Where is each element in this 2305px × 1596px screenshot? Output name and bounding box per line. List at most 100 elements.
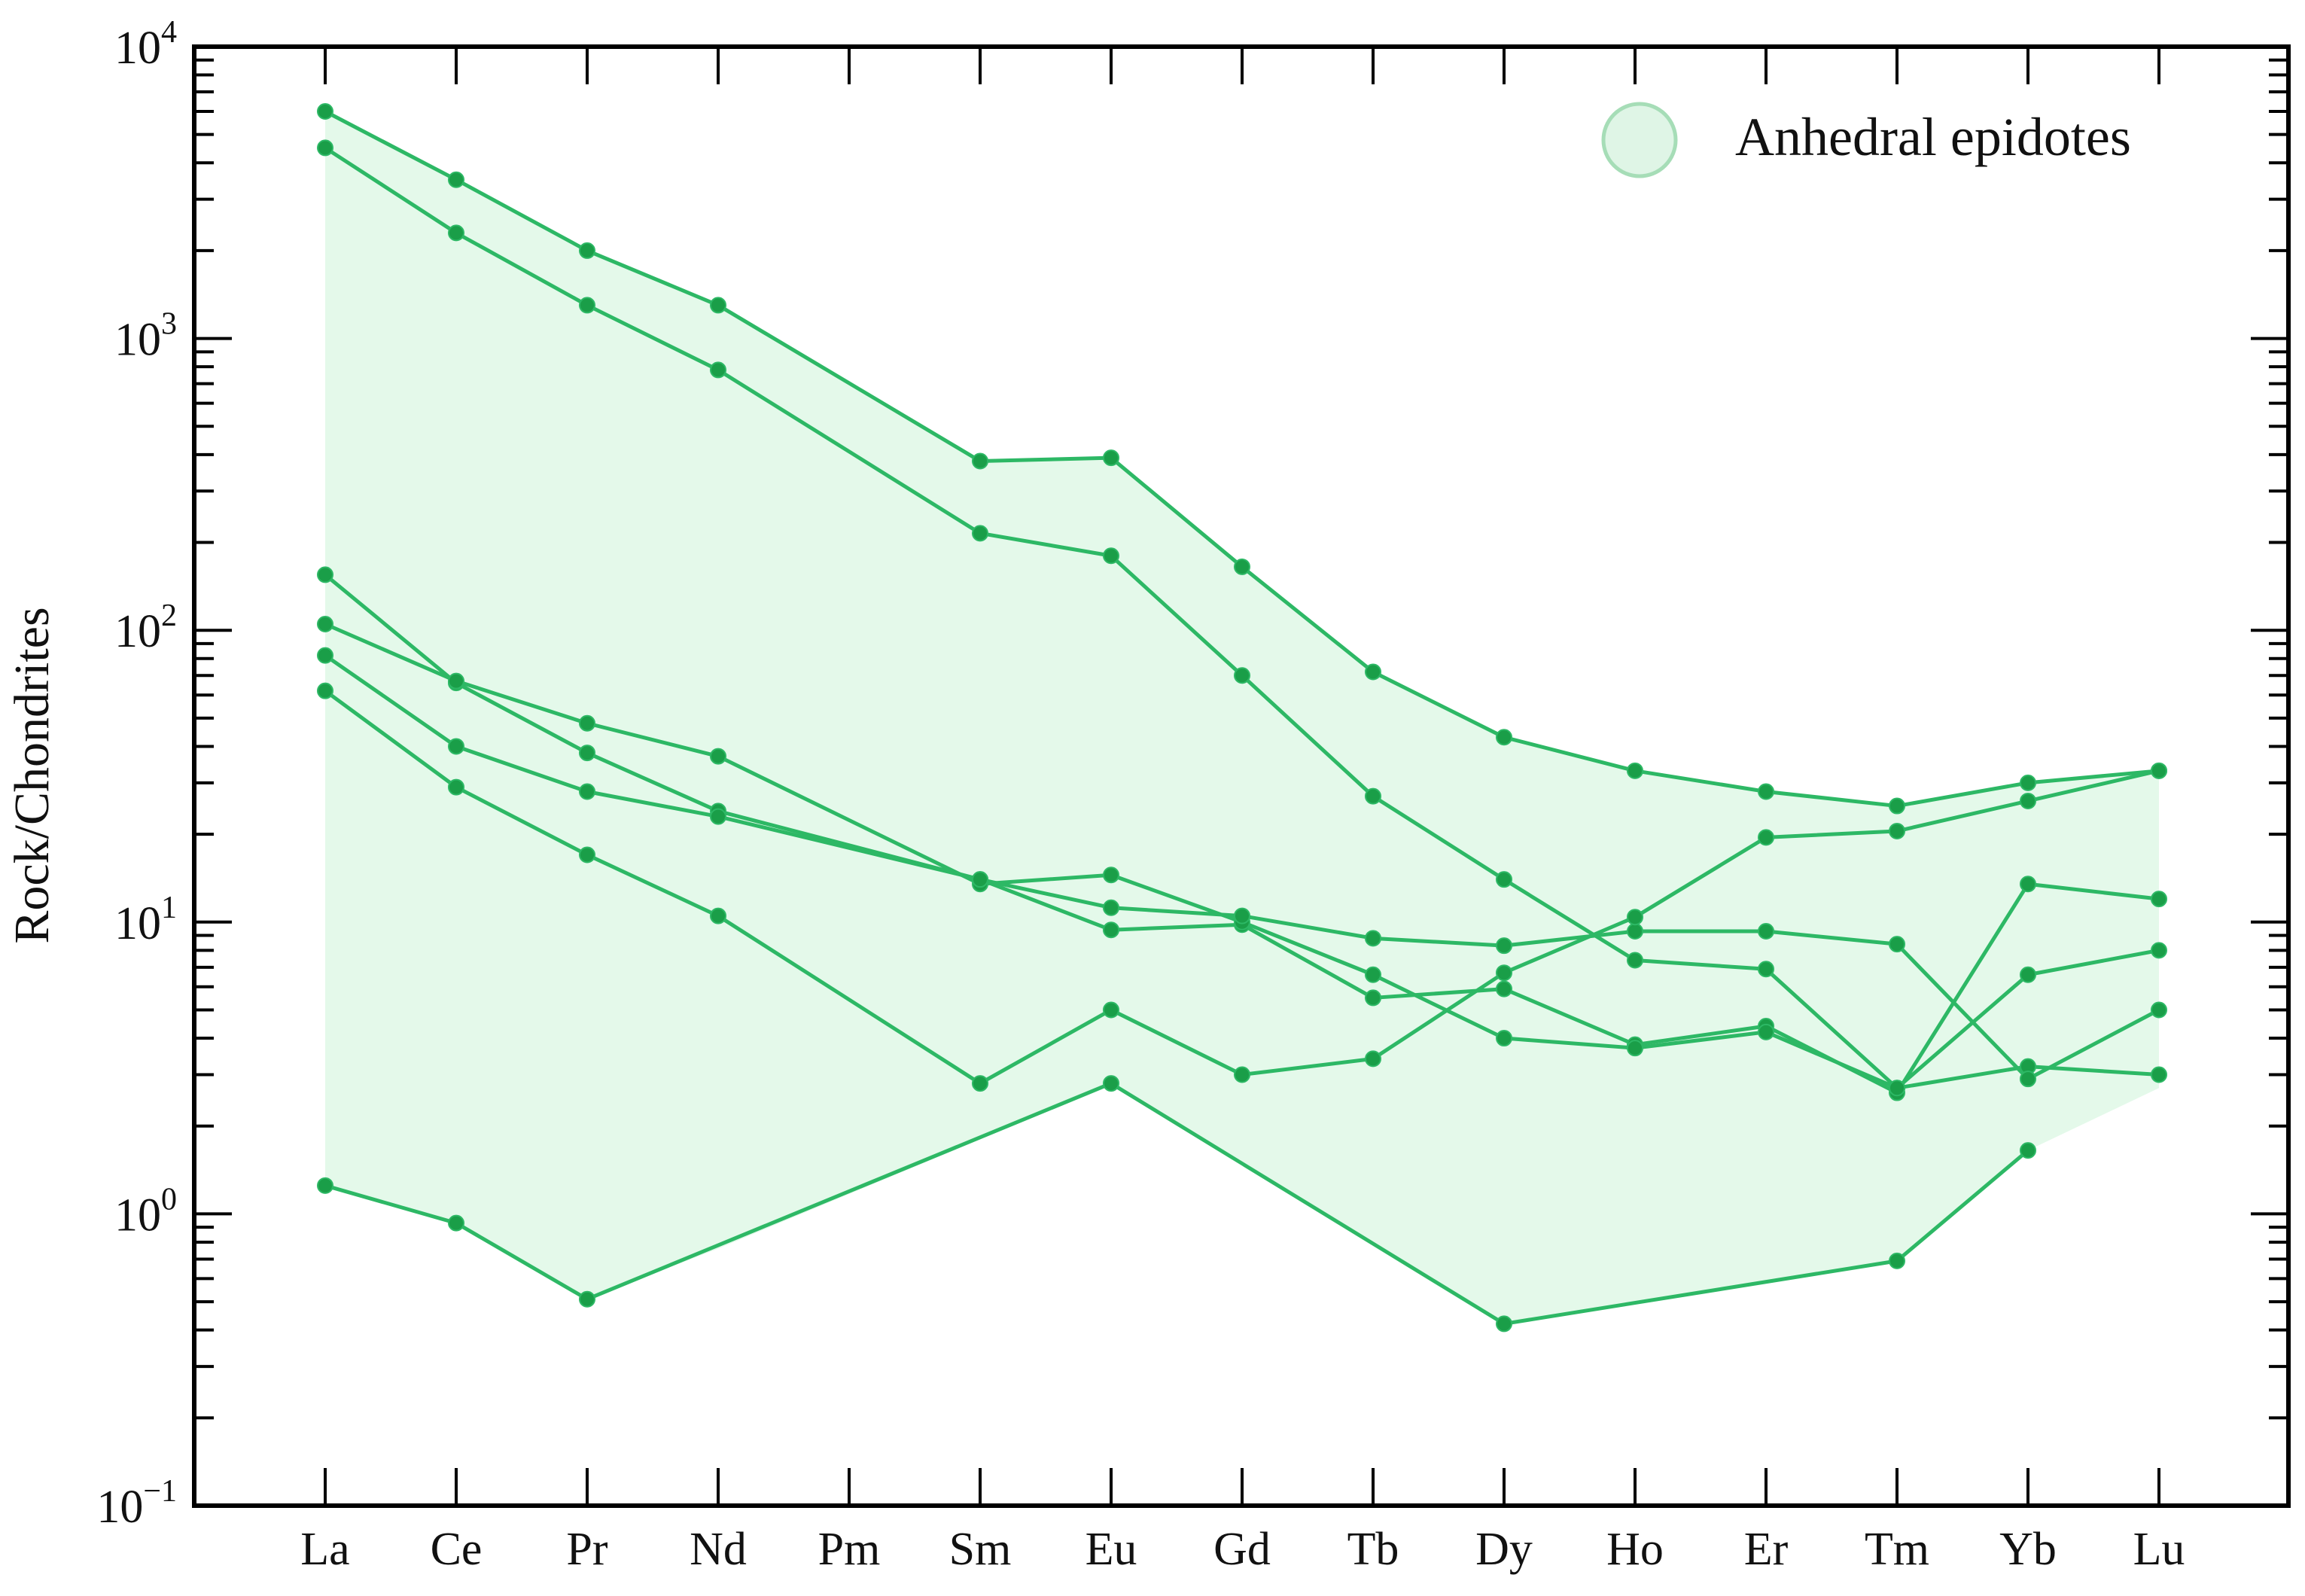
y-tick-label: 103 bbox=[114, 307, 177, 366]
point-s5-eu bbox=[1103, 899, 1119, 916]
y-axis-label: Rock/Chondrites bbox=[5, 607, 59, 943]
point-s7-pr bbox=[579, 1290, 595, 1308]
point-s1-ho bbox=[1627, 762, 1643, 779]
point-s6-er bbox=[1758, 829, 1774, 846]
point-s3-yb bbox=[2020, 876, 2036, 893]
envelope-layer bbox=[325, 111, 2159, 1324]
x-tick-label-sm: Sm bbox=[949, 1524, 1012, 1575]
point-s6-gd bbox=[1234, 1066, 1250, 1083]
point-s7-tm bbox=[1889, 1252, 1905, 1269]
legend-swatch bbox=[1601, 102, 1678, 178]
point-s5-er bbox=[1758, 923, 1774, 940]
y-tick-label: 101 bbox=[114, 891, 177, 949]
point-s2-tb bbox=[1365, 787, 1381, 805]
point-s5-pr bbox=[579, 783, 595, 800]
point-s5-tb bbox=[1365, 930, 1381, 947]
x-tick-label-lu: Lu bbox=[2133, 1524, 2185, 1575]
series-line-2 bbox=[324, 146, 2160, 1090]
series-line-3 bbox=[324, 573, 2160, 1095]
x-tick-label-nd: Nd bbox=[690, 1524, 747, 1575]
y-tick-label: 10−1 bbox=[96, 1474, 177, 1533]
point-s7-ce bbox=[448, 1214, 464, 1232]
point-s6-la bbox=[317, 682, 333, 699]
point-s2-ce bbox=[448, 224, 464, 242]
point-s4-ce bbox=[448, 672, 464, 690]
point-s4-er bbox=[1758, 1023, 1774, 1040]
series-line-1 bbox=[324, 109, 2160, 809]
point-s2-pr bbox=[579, 297, 595, 314]
point-s4-dy bbox=[1496, 1030, 1512, 1047]
point-s3-la bbox=[317, 566, 333, 583]
x-tick-label-la: La bbox=[300, 1524, 349, 1575]
point-s1-nd bbox=[710, 297, 726, 314]
point-s3-dy bbox=[1496, 980, 1512, 998]
point-s6-nd bbox=[710, 907, 726, 924]
point-s5-ce bbox=[448, 738, 464, 755]
point-s6-lu bbox=[2151, 762, 2167, 779]
point-s1-gd bbox=[1234, 558, 1250, 575]
point-s3-eu bbox=[1103, 921, 1119, 939]
point-s1-dy bbox=[1496, 729, 1512, 746]
point-s2-er bbox=[1758, 961, 1774, 978]
point-s2-yb bbox=[2020, 966, 2036, 983]
point-s2-sm bbox=[972, 525, 988, 542]
point-s1-pr bbox=[579, 242, 595, 259]
axes-layer: 104 103 102 101 100 10−1 La Ce Pr Nd Pm Sm Eu Gd Tb Dy H… bbox=[96, 15, 2291, 1575]
point-s4-ho bbox=[1627, 1040, 1643, 1057]
point-s5-lu bbox=[2151, 1001, 2167, 1019]
point-s4-nd bbox=[710, 748, 726, 765]
y-tick-label: 104 bbox=[114, 15, 177, 74]
y-tick-label: 102 bbox=[114, 598, 177, 657]
point-s2-gd bbox=[1234, 667, 1250, 684]
point-s4-la bbox=[317, 615, 333, 632]
point-s6-tb bbox=[1365, 1050, 1381, 1068]
legend: Anhedral epidotes bbox=[1601, 102, 2131, 178]
point-s3-tb bbox=[1365, 989, 1381, 1007]
point-s2-nd bbox=[710, 361, 726, 379]
point-s6-sm bbox=[972, 1075, 988, 1092]
point-s2-lu bbox=[2151, 942, 2167, 959]
series-line-5 bbox=[324, 653, 2160, 1081]
point-s7-la bbox=[317, 1177, 333, 1194]
point-s6-ho bbox=[1627, 909, 1643, 926]
point-s7-dy bbox=[1496, 1315, 1512, 1333]
point-s1-er bbox=[1758, 783, 1774, 800]
series-line-4 bbox=[324, 622, 2160, 1090]
point-s7-yb bbox=[2020, 1142, 2036, 1159]
point-s4-tb bbox=[1365, 966, 1381, 983]
point-s7-eu bbox=[1103, 1075, 1119, 1092]
point-s2-ho bbox=[1627, 952, 1643, 969]
point-s3-lu bbox=[2151, 891, 2167, 908]
x-tick-label-pr: Pr bbox=[566, 1524, 607, 1575]
x-tick-label-yb: Yb bbox=[1999, 1524, 2057, 1575]
point-s5-nd bbox=[710, 808, 726, 825]
point-s4-pr bbox=[579, 714, 595, 732]
y-tick-label: 100 bbox=[114, 1182, 177, 1241]
envelope-area bbox=[325, 111, 2159, 1324]
point-s5-la bbox=[317, 647, 333, 664]
point-s2-la bbox=[317, 139, 333, 157]
point-s6-ce bbox=[448, 778, 464, 796]
point-s1-sm bbox=[972, 452, 988, 470]
series-layer bbox=[317, 102, 2167, 1333]
point-s5-yb bbox=[2020, 1071, 2036, 1088]
point-s4-eu bbox=[1103, 867, 1119, 884]
point-s1-tb bbox=[1365, 663, 1381, 681]
x-tick-label-pm: Pm bbox=[818, 1524, 881, 1575]
point-s2-eu bbox=[1103, 547, 1119, 565]
x-tick-label-ce: Ce bbox=[431, 1524, 483, 1575]
series-line-6 bbox=[324, 689, 2160, 1086]
point-s5-sm bbox=[972, 871, 988, 888]
point-s4-tm bbox=[1889, 1080, 1905, 1097]
point-s5-dy bbox=[1496, 937, 1512, 955]
point-s5-ho bbox=[1627, 923, 1643, 940]
x-tick-label-ho: Ho bbox=[1606, 1524, 1664, 1575]
x-tick-label-er: Er bbox=[1744, 1524, 1789, 1575]
point-s6-tm bbox=[1889, 822, 1905, 839]
point-s2-dy bbox=[1496, 871, 1512, 888]
point-s6-dy bbox=[1496, 964, 1512, 982]
x-tick-label-gd: Gd bbox=[1213, 1524, 1271, 1575]
point-s1-la bbox=[317, 102, 333, 120]
point-s1-yb bbox=[2020, 774, 2036, 791]
